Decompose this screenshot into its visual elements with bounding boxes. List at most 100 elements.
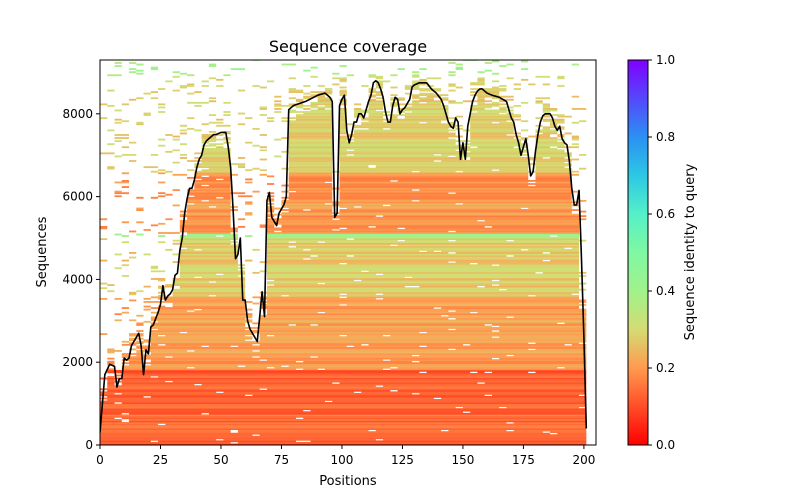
heatmap-cell	[201, 138, 231, 141]
heatmap-cell	[179, 245, 238, 248]
heatmap-cell	[295, 323, 311, 326]
heatmap-cell	[491, 371, 529, 374]
heatmap-cell	[288, 129, 333, 132]
heatmap-cell	[129, 71, 137, 74]
heatmap-cell	[339, 153, 347, 156]
heatmap-cell	[187, 233, 238, 236]
heatmap-cell	[266, 258, 304, 260]
heatmap-cell	[107, 389, 391, 392]
heatmap-cell	[266, 117, 275, 120]
heatmap-cell	[426, 101, 442, 104]
heatmap-cell	[129, 418, 587, 421]
heatmap-cell	[310, 106, 333, 109]
heatmap-cell	[288, 183, 333, 185]
heatmap-cell	[455, 252, 543, 254]
heatmap-cell	[535, 150, 565, 153]
heatmap-cell	[266, 273, 376, 276]
heatmap-cell	[114, 140, 122, 143]
heatmap-cell	[237, 164, 246, 167]
heatmap-cell	[129, 141, 137, 144]
heatmap-cell	[100, 440, 151, 443]
heatmap-cell	[266, 219, 478, 222]
heatmap-cell	[266, 308, 587, 311]
heatmap-cell	[100, 282, 108, 285]
heatmap-cell	[419, 92, 434, 95]
heatmap-cell	[339, 189, 413, 192]
heatmap-cell	[143, 305, 151, 308]
heatmap-cell	[259, 261, 449, 264]
heatmap-cell	[259, 114, 267, 116]
heatmap-cell	[158, 138, 166, 141]
heatmap-cell	[535, 173, 580, 176]
heatmap-cell	[252, 85, 260, 87]
heatmap-cell	[448, 121, 456, 124]
heatmap-cell	[346, 134, 456, 136]
heatmap-cell	[158, 235, 166, 237]
heatmap-cell	[136, 209, 144, 211]
heatmap-cell	[107, 166, 115, 169]
heatmap-cell	[201, 308, 253, 311]
heatmap-cell	[470, 137, 514, 139]
heatmap-cell	[288, 121, 333, 124]
heatmap-cell	[513, 429, 587, 432]
heatmap-cell	[368, 103, 384, 106]
heatmap-cell	[208, 199, 231, 202]
heatmap-cell	[100, 377, 587, 380]
heatmap-cell	[172, 173, 188, 176]
heatmap-cell	[266, 255, 311, 257]
x-tick-label: 200	[572, 453, 595, 467]
heatmap-cell	[121, 153, 137, 156]
heatmap-cell	[259, 336, 492, 339]
heatmap-cell	[187, 331, 420, 334]
heatmap-cell	[339, 199, 413, 202]
heatmap-cell	[339, 131, 347, 133]
heatmap-cell	[158, 192, 166, 195]
heatmap-cell	[354, 140, 521, 143]
heatmap-cell	[165, 80, 173, 83]
heatmap-cell	[295, 115, 333, 118]
heatmap-cell	[121, 186, 130, 188]
heatmap-cell	[107, 129, 115, 132]
heatmap-cell	[310, 440, 587, 443]
heatmap-cell	[535, 169, 572, 172]
heatmap-cell	[100, 422, 507, 424]
heatmap-cell	[390, 86, 398, 89]
heatmap-cell	[412, 81, 420, 84]
heatmap-cell	[354, 137, 449, 139]
heatmap-cell	[564, 366, 587, 369]
heatmap-cell	[107, 395, 144, 398]
heatmap-cell	[252, 144, 260, 147]
heatmap-cell	[339, 138, 456, 141]
heatmap-cell	[150, 325, 246, 328]
heatmap-cell	[419, 285, 478, 288]
heatmap-cell	[368, 115, 384, 118]
heatmap-cell	[150, 395, 587, 398]
heatmap-cell	[100, 405, 587, 408]
heatmap-cell	[172, 380, 587, 383]
heatmap-cell	[535, 100, 543, 103]
heatmap-cell	[208, 412, 587, 415]
heatmap-cell	[266, 388, 587, 391]
heatmap-cell	[412, 75, 420, 78]
heatmap-cell	[499, 169, 529, 172]
heatmap-cell	[412, 111, 449, 113]
heatmap-cell	[194, 170, 231, 173]
heatmap-cell	[542, 127, 551, 130]
heatmap-cell	[310, 258, 580, 260]
heatmap-cell	[259, 319, 587, 322]
heatmap-cell	[288, 210, 333, 213]
heatmap-cell	[339, 218, 587, 221]
heatmap-cell	[266, 241, 289, 244]
heatmap-cell	[339, 192, 449, 195]
heatmap-cell	[179, 241, 238, 244]
heatmap-cell	[339, 169, 492, 172]
heatmap-cell	[303, 368, 318, 371]
heatmap-cell	[165, 170, 173, 173]
heatmap-cell	[470, 150, 529, 153]
heatmap-cell	[470, 88, 507, 90]
heatmap-cell	[354, 255, 507, 257]
heatmap-cell	[477, 371, 485, 374]
heatmap-cell	[535, 167, 572, 170]
heatmap-cell	[252, 167, 260, 170]
heatmap-cell	[288, 152, 333, 155]
